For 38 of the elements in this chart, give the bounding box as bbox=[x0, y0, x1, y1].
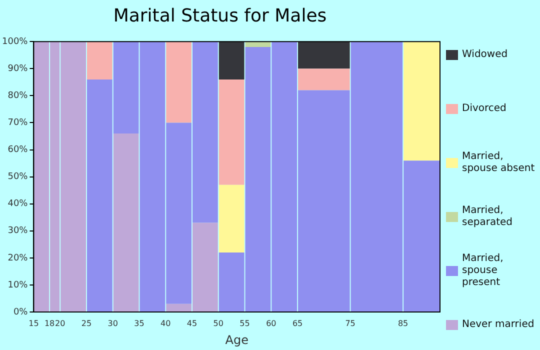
bar bbox=[166, 42, 192, 123]
bar bbox=[86, 42, 112, 80]
x-tick-label: 60 bbox=[266, 318, 276, 328]
x-tick-label: 55 bbox=[240, 318, 250, 328]
bar bbox=[245, 42, 271, 48]
legend-label: Married, spouse absent bbox=[462, 151, 536, 175]
y-tick-label: 10% bbox=[8, 280, 28, 290]
y-tick-label: 40% bbox=[8, 199, 28, 210]
x-tick-label: 35 bbox=[134, 318, 144, 328]
y-tick-label: 90% bbox=[8, 64, 28, 74]
y-tick-label: 50% bbox=[8, 172, 28, 182]
x-tick-label: 25 bbox=[81, 318, 92, 328]
legend-label: Never married bbox=[462, 319, 536, 331]
y-tick-label: 80% bbox=[8, 91, 28, 102]
legend-label: Married, spouse present bbox=[462, 253, 504, 289]
bar bbox=[218, 79, 244, 185]
chart-title: Marital Status for Males bbox=[113, 5, 327, 26]
y-tick-label: 70% bbox=[8, 118, 28, 128]
y-tick-label: 0% bbox=[13, 307, 28, 318]
x-tick-label: 15 bbox=[28, 318, 39, 328]
legend-label: Widowed bbox=[462, 49, 509, 61]
bar bbox=[113, 134, 139, 312]
x-tick-label: 45 bbox=[186, 318, 198, 328]
x-tick-label: 75 bbox=[345, 318, 356, 328]
legend-label: Married, separated bbox=[462, 205, 514, 229]
x-tick-label: 18 bbox=[44, 318, 55, 328]
x-tick-label: 65 bbox=[292, 318, 303, 328]
legend-label: Divorced bbox=[462, 103, 508, 115]
y-tick-label: 20% bbox=[8, 253, 28, 264]
y-tick-label: 30% bbox=[8, 226, 28, 236]
x-axis-title: Age bbox=[225, 332, 248, 347]
x-tick-label: 85 bbox=[398, 318, 408, 328]
y-tick-label: 60% bbox=[8, 145, 28, 156]
y-tick-label: 100% bbox=[2, 36, 28, 47]
x-tick-label: 40 bbox=[160, 318, 171, 328]
x-tick-label: 30 bbox=[108, 318, 118, 328]
x-tick-label: 50 bbox=[213, 318, 224, 328]
x-tick-label: 20 bbox=[55, 318, 66, 328]
